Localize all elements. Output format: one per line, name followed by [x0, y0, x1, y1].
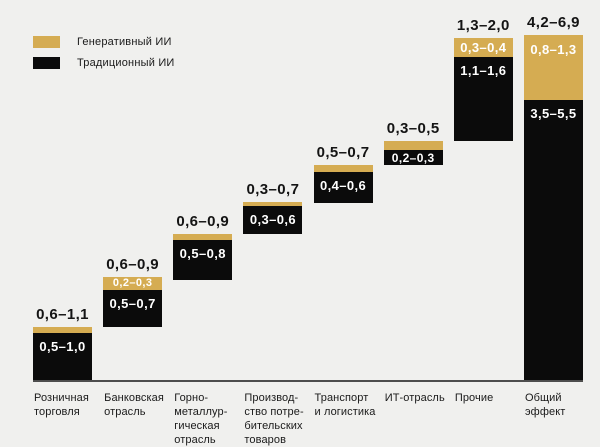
category-label: Прочие	[455, 391, 494, 405]
legend-item-generative: Генеративный ИИ	[33, 36, 175, 48]
generative-range-label: 0,8–1,3	[530, 41, 577, 57]
category-label-line: металлур-	[174, 406, 228, 418]
waterfall-bar: 0,5–0,8	[173, 233, 233, 281]
generative-segment: 0,3–0,4	[453, 37, 513, 57]
legend-label-generative: Генеративный ИИ	[77, 36, 172, 48]
category-label-line: бительских	[244, 420, 303, 432]
waterfall-bar: 0,2–0,3 0,5–0,7	[103, 276, 163, 328]
legend-swatch-generative-icon	[33, 36, 60, 48]
category-label: Розничная торговля	[34, 391, 89, 419]
traditional-segment: 3,5–5,5	[523, 100, 583, 380]
generative-segment	[173, 233, 233, 241]
traditional-range-label: 0,5–1,0	[39, 339, 86, 355]
traditional-segment: 0,4–0,6	[313, 171, 373, 203]
total-range-label: 0,6–0,9	[176, 212, 230, 230]
traditional-segment: 1,1–1,6	[453, 56, 513, 141]
traditional-range-label: 0,4–0,6	[319, 177, 367, 193]
legend-label-traditional: Традиционный ИИ	[77, 57, 175, 69]
total-range-label: 0,5–0,7	[316, 144, 370, 162]
traditional-range-label: 3,5–5,5	[530, 106, 577, 122]
category-label-line: Розничная	[34, 392, 89, 404]
category-label-line: Производ-	[244, 392, 299, 404]
category-label: Транспорт и логистика	[315, 391, 376, 419]
total-range-label: 4,2–6,9	[527, 13, 580, 31]
x-axis-baseline	[33, 380, 583, 382]
generative-segment: 0,8–1,3	[523, 34, 583, 101]
legend-swatch-traditional-icon	[33, 57, 60, 69]
total-range-label: 0,3–0,5	[386, 119, 440, 137]
total-range-label: 1,3–2,0	[456, 16, 510, 34]
waterfall-bar: 0,8–1,3 3,5–5,5	[523, 34, 583, 380]
traditional-segment: 0,3–0,6	[243, 205, 303, 234]
category-label-line: Транспорт	[314, 392, 369, 404]
category-label-line: гическая	[174, 420, 220, 432]
category-label-line: товаров	[244, 434, 287, 446]
generative-range-label: 0,3–0,4	[460, 39, 507, 55]
traditional-segment: 0,5–1,0	[33, 333, 92, 380]
category-label-line: отрасль	[174, 434, 216, 446]
traditional-segment: 0,2–0,3	[383, 149, 443, 166]
total-range-label: 0,6–1,1	[36, 306, 89, 324]
traditional-range-label: 0,5–0,7	[109, 295, 156, 311]
category-label-line: Горно-	[174, 392, 209, 404]
total-range-label: 0,3–0,7	[246, 180, 300, 198]
traditional-segment: 0,5–0,8	[173, 240, 233, 281]
category-label: ИТ-отрасль	[385, 391, 445, 405]
waterfall-bar: 0,3–0,4 1,1–1,6	[453, 37, 513, 141]
generative-segment	[383, 140, 443, 150]
waterfall-bar: 0,5–1,0	[33, 327, 92, 380]
category-label-line: Общий	[524, 392, 562, 404]
traditional-segment: 0,5–0,7	[103, 289, 163, 328]
waterfall-bar: 0,2–0,3	[383, 140, 443, 166]
generative-range-label: 0,2–0,3	[112, 276, 153, 289]
generative-segment: 0,2–0,3	[103, 276, 163, 290]
legend-item-traditional: Традиционный ИИ	[33, 57, 175, 69]
category-label-line: Банковская	[104, 392, 164, 404]
category-label-line: торговля	[34, 406, 80, 418]
traditional-range-label: 0,5–0,8	[179, 246, 226, 262]
category-label-line: и логистика	[314, 406, 376, 418]
category-label: Горно-металлур-гическая отрасль	[174, 391, 227, 447]
generative-segment	[313, 165, 373, 172]
category-label: Банковская отрасль	[104, 391, 164, 419]
generative-segment	[33, 327, 92, 334]
category-label: Общий эффект	[525, 391, 565, 419]
traditional-range-label: 0,2–0,3	[391, 150, 435, 165]
waterfall-bar: 0,3–0,6	[243, 201, 303, 234]
waterfall-bar: 0,4–0,6	[313, 165, 373, 203]
generative-segment	[243, 201, 303, 206]
category-label: Производ-ство потре-бительских товаров	[244, 391, 303, 447]
traditional-range-label: 1,1–1,6	[460, 62, 507, 78]
traditional-range-label: 0,3–0,6	[249, 212, 296, 228]
category-label-line: ство потре-	[244, 406, 304, 418]
category-label-line: Прочие	[454, 392, 494, 404]
total-range-label: 0,6–0,9	[106, 255, 160, 273]
category-label-line: ИТ-отрасль	[384, 392, 445, 404]
category-label-line: эффект	[524, 406, 566, 418]
legend: Генеративный ИИ Традиционный ИИ	[33, 36, 175, 69]
category-label-line: отрасль	[104, 406, 146, 418]
